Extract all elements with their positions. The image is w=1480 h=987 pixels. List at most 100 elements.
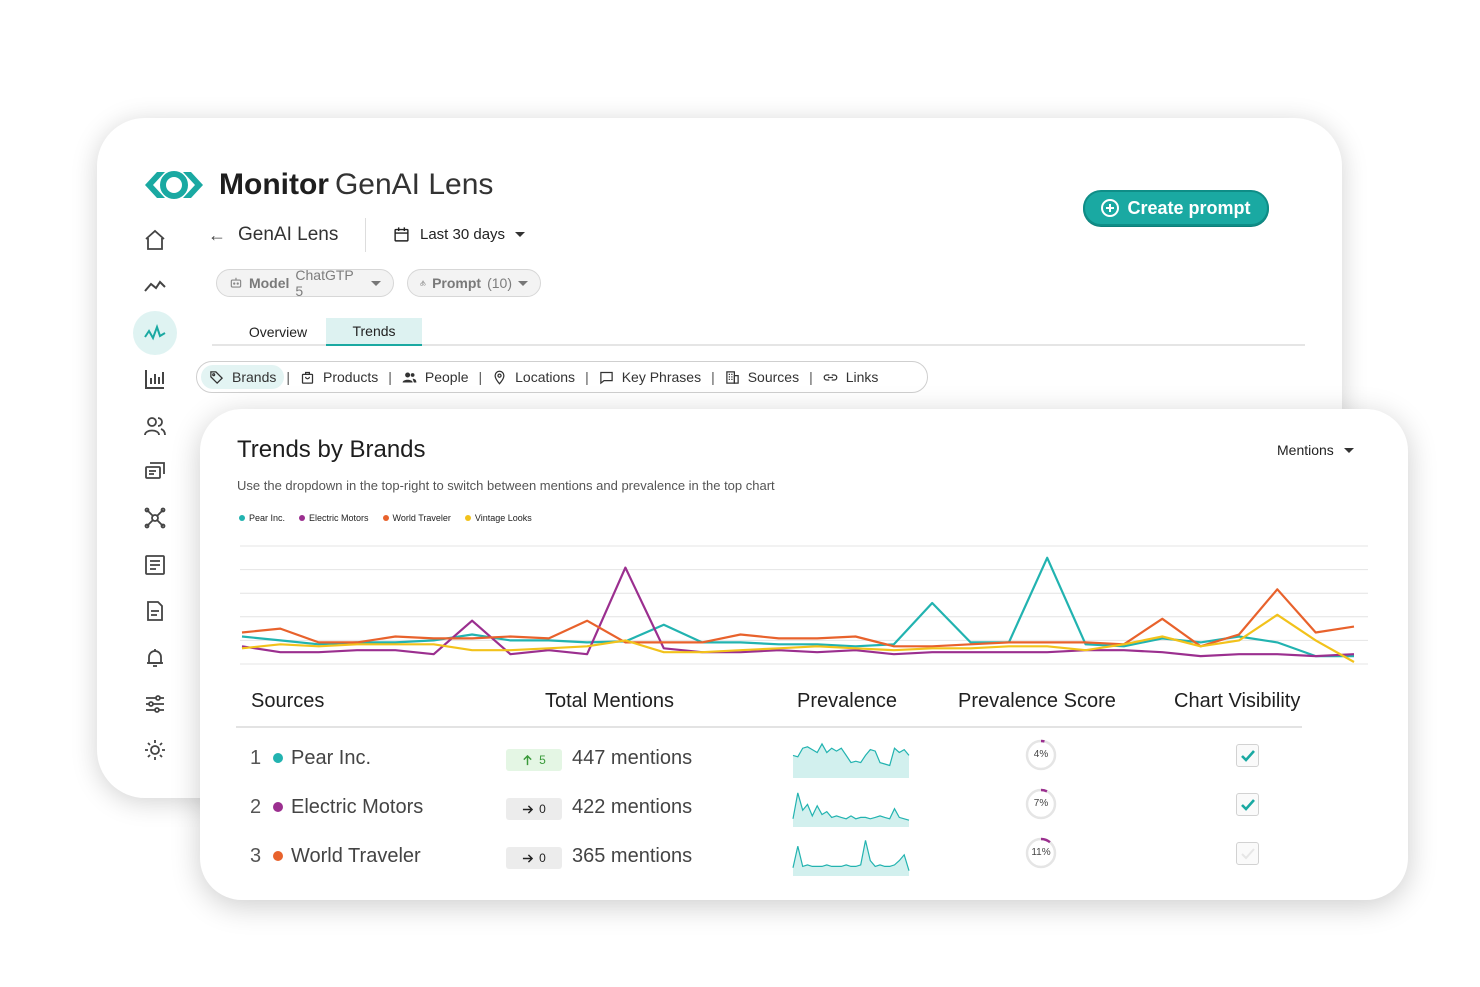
ring-progress [1025,837,1057,869]
mentions-count: 365 mentions [572,845,693,867]
pulse-icon [144,323,166,341]
sidebar-item-list[interactable] [133,543,177,587]
app-brand: Monitor GenAI Lens [143,168,493,202]
source-name[interactable]: Electric Motors [291,796,424,818]
sidebar-item-bar-chart[interactable] [133,357,177,401]
filter-separator: | [809,369,813,385]
sidebar-item-filters[interactable] [133,682,177,726]
sidebar [133,218,177,775]
prevalence-sparkline [792,792,910,827]
row-rank: 1 [250,747,262,769]
prevalence-score-label: 7% [1033,798,1049,809]
sidebar-item-pulse[interactable] [133,310,177,355]
filter-locations-label: Locations [515,369,576,385]
metric-dropdown[interactable]: Mentions [1277,442,1354,458]
sidebar-item-settings[interactable] [133,728,177,772]
legend-swatch [464,515,471,521]
home-icon [145,229,165,250]
table-header-divider [236,726,1302,728]
create-prompt-button[interactable]: Create prompt [1083,190,1269,226]
caret-down-icon [515,232,526,237]
caret-down-icon [518,280,528,286]
row-rank: 3 [250,845,262,867]
filter-separator: | [286,369,290,385]
prevalence-score-ring [1025,739,1057,771]
sidebar-item-document[interactable] [133,589,177,633]
legend-item[interactable]: Vintage Looks [464,513,532,523]
app-title-light: GenAI Lens [334,168,494,201]
breadcrumb-title: GenAI Lens [238,224,339,245]
create-prompt-label: Create prompt [1127,197,1251,218]
filter-people-label: People [424,369,469,385]
prompt-filter-pill[interactable]: Prompt (10) [407,269,541,297]
robot-icon [230,277,242,288]
trend-line-chart [240,545,1368,665]
app-title-bold: Monitor [219,168,329,201]
filter-products[interactable]: Products [292,365,386,389]
col-header-prevalence[interactable]: Prevalence [797,690,898,712]
legend-label: World Traveler [392,513,451,523]
document-icon [147,601,163,622]
mentions-count: 447 mentions [572,747,693,769]
source-name[interactable]: World Traveler [291,845,421,867]
chart-visibility-checkbox[interactable] [1236,842,1259,865]
sparkline-area [793,792,909,827]
sidebar-item-users[interactable] [133,404,177,448]
sidebar-item-home[interactable] [133,218,177,262]
filter-sources-label: Sources [747,369,800,385]
sidebar-item-trend[interactable] [133,264,177,308]
bag-icon [301,371,314,384]
sidebar-item-network[interactable] [133,496,177,540]
legend-item[interactable]: Electric Motors [299,513,369,523]
breadcrumb: ← GenAI Lens [208,224,338,246]
messages-icon [145,462,165,479]
back-arrow-icon[interactable]: ← [208,224,226,245]
filter-key-phrases[interactable]: Key Phrases [591,365,709,389]
network-icon [144,507,166,529]
filter-locations[interactable]: Locations [484,365,583,389]
filter-people[interactable]: People [394,365,477,389]
shapes-icon [420,280,426,286]
metric-dropdown-label: Mentions [1277,442,1334,458]
prevalence-sparkline [792,840,910,876]
col-header-sources[interactable]: Sources [251,690,325,712]
chart-visibility-checkbox[interactable] [1236,744,1259,767]
model-filter-pill[interactable]: Model ChatGTP 5 [216,267,394,299]
col-header-total-mentions[interactable]: Total Mentions [545,690,674,712]
sparkline-area [793,743,909,778]
sidebar-item-alerts[interactable] [133,636,177,680]
ring-track [1025,739,1057,771]
tab-trends[interactable]: Trends [326,318,422,346]
source-name[interactable]: Pear Inc. [291,747,372,769]
tab-overview[interactable]: Overview [248,324,308,340]
col-header-prevalence-score[interactable]: Prevalence Score [958,690,1116,712]
eye-logo-icon [145,171,203,199]
table-row: 3 World Traveler 0 365 mentions 11% [0,837,1480,877]
filter-brands[interactable]: Brands [201,365,285,389]
change-badge: 0 [506,847,562,869]
series-line-pear-inc [241,556,1354,658]
prevalence-score-ring [1025,837,1057,869]
prevalence-score-ring [1025,788,1057,820]
building-icon [725,370,739,384]
people-icon [402,372,417,382]
change-value: 0 [539,802,546,816]
filter-products-label: Products [323,369,379,385]
legend-label: Electric Motors [309,513,369,523]
sidebar-item-messages[interactable] [133,450,177,494]
chart-visibility-checkbox[interactable] [1236,793,1259,816]
ring-progress [1025,788,1057,820]
legend-item[interactable]: World Traveler [382,513,451,523]
sparkline-line [792,742,910,767]
filter-sources[interactable]: Sources [717,365,807,389]
app-title: Monitor GenAI Lens [219,168,493,202]
col-header-chart-visibility[interactable]: Chart Visibility [1174,690,1301,712]
filter-links[interactable]: Links [815,365,887,389]
header-divider [365,218,366,252]
settings-icon [145,740,165,761]
series-line-world-traveler [241,588,1355,648]
arrow-right-icon [523,853,534,863]
date-range-dropdown[interactable]: Last 30 days [393,226,526,243]
sparkline-area [793,840,909,876]
legend-item[interactable]: Pear Inc. [239,513,285,523]
